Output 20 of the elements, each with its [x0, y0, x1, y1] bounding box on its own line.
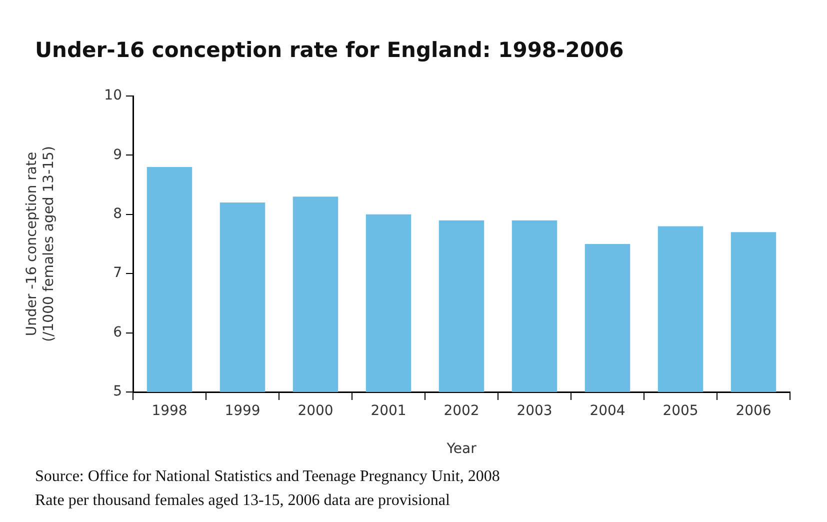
- x-tick-label: 2000: [298, 403, 334, 420]
- y-tick-label: 6: [113, 324, 122, 340]
- x-tick-label: 2004: [590, 403, 626, 420]
- source-note: Source: Office for National Statistics and Teenage Pregnancy Unit, 2008: [35, 467, 500, 487]
- x-tick-label: 2003: [516, 403, 552, 420]
- x-tick-label: 1998: [152, 403, 188, 420]
- y-axis-title: Under -16 conception rate (/1000 females aged 13-15): [24, 146, 57, 342]
- y-tick-label: 8: [113, 206, 122, 222]
- x-tick-label: 2002: [444, 403, 480, 420]
- x-axis-title: Year: [446, 441, 477, 458]
- y-tick-label: 5: [113, 384, 122, 400]
- y-tick-label: 9: [113, 146, 122, 163]
- text: Rate per thousand females aged 13-15, 2006 data are provisional: [35, 491, 451, 511]
- y-tick-label: 10: [104, 88, 122, 104]
- y-tick-label: 7: [113, 265, 122, 282]
- x-tick-label: 2005: [662, 403, 698, 420]
- x-tick-label: 1999: [224, 403, 260, 420]
- x-tick-label: 2001: [370, 403, 406, 420]
- chart-title: Under-16 conception rate for England: 1998-2006: [35, 38, 624, 62]
- x-tick-label: 2006: [736, 403, 772, 420]
